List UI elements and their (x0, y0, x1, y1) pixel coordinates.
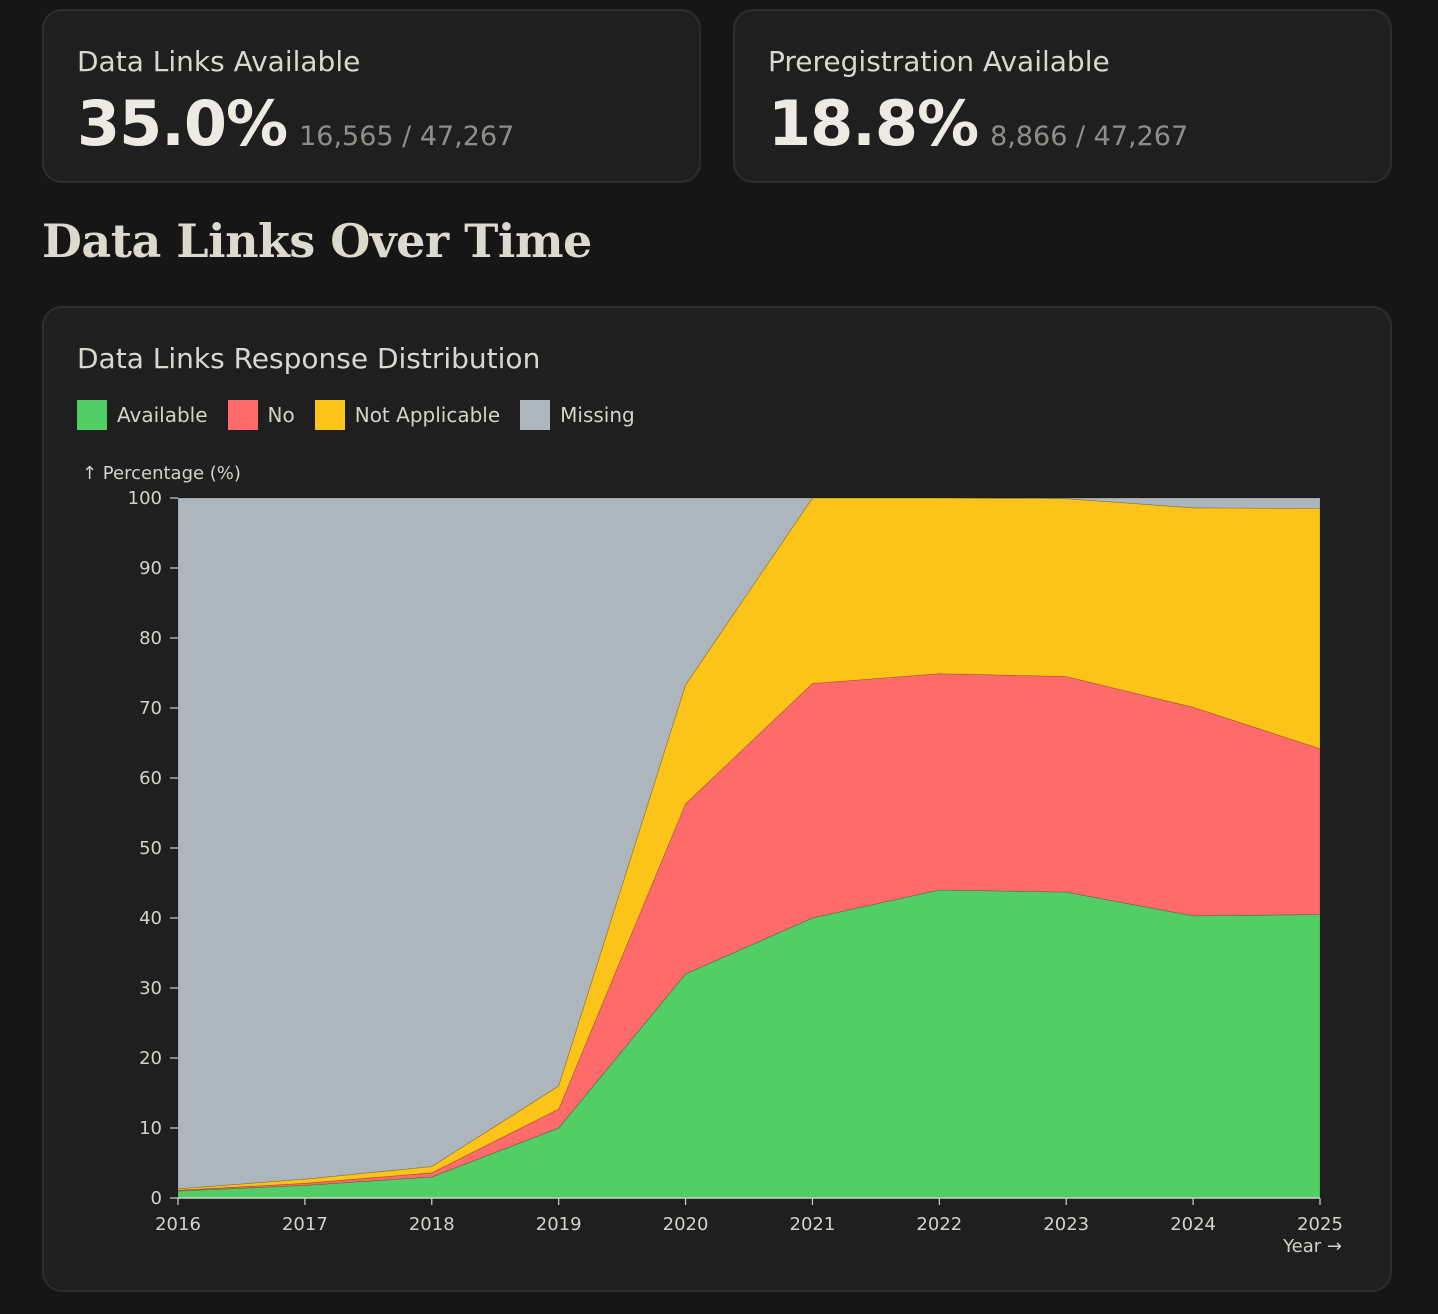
legend-label: Not Applicable (354, 403, 501, 427)
x-tick-label: 2024 (1170, 1214, 1216, 1235)
y-tick-label: 10 (139, 1118, 162, 1139)
y-tick-label: 100 (128, 488, 162, 509)
stat-row: 18.8% 8,866 / 47,267 (768, 87, 1188, 160)
stat-value: 18.8% (768, 87, 979, 160)
x-tick-label: 2022 (916, 1214, 962, 1235)
y-tick-label: 60 (139, 768, 162, 789)
x-tick-label: 2016 (155, 1214, 201, 1235)
x-tick-label: 2020 (663, 1214, 709, 1235)
stat-value: 35.0% (77, 87, 288, 160)
area-no (177, 673, 1321, 1192)
legend-swatch (227, 400, 258, 430)
y-tick-label: 30 (139, 978, 162, 999)
stat-row: 35.0% 16,565 / 47,267 (77, 87, 514, 160)
x-tick-label: 2021 (790, 1214, 836, 1235)
y-tick-label: 0 (151, 1188, 162, 1209)
stat-label: Data Links Available (77, 45, 361, 78)
legend-label: Available (117, 403, 208, 427)
legend-item: Not Applicable (314, 400, 501, 430)
y-tick-label: 90 (139, 558, 162, 579)
chart-plot: 0 10 20 30 40 50 60 70 80 90 100 2016 2017 2018 2019 20… (82, 463, 1343, 1257)
legend-item: No (227, 400, 295, 430)
chart-card: Data Links Response Distribution Availab… (42, 306, 1392, 1292)
preregistration-stat-card: Preregistration Available 18.8% 8,866 / … (733, 9, 1392, 183)
legend-item: Missing (520, 400, 635, 430)
x-tick-label: 2023 (1043, 1214, 1089, 1235)
y-tick-label: 80 (139, 628, 162, 649)
stat-detail: 16,565 / 47,267 (299, 121, 515, 152)
legend-swatch (520, 400, 551, 430)
x-tick-label: 2018 (409, 1214, 455, 1235)
y-tick-label: 70 (139, 698, 162, 719)
y-tick-label: 20 (139, 1048, 162, 1069)
legend-label: No (267, 403, 295, 427)
legend-swatch (314, 400, 345, 430)
x-tick-label: 2025 (1297, 1214, 1343, 1235)
legend-swatch (77, 400, 107, 430)
x-tick-label: 2019 (536, 1214, 582, 1235)
y-tick-label: 50 (139, 838, 162, 859)
x-tick-label: 2017 (282, 1214, 328, 1235)
x-axis-label: Year → (1282, 1236, 1342, 1257)
chart-title: Data Links Response Distribution (77, 342, 541, 375)
legend-label: Missing (560, 403, 635, 427)
legend-item: Available (77, 400, 208, 430)
area-missing (177, 497, 1321, 1190)
section-title: Data Links Over Time (42, 214, 592, 268)
y-axis-label: ↑ Percentage (%) (82, 463, 241, 484)
stat-detail: 8,866 / 47,267 (990, 121, 1189, 152)
data-links-stat-card: Data Links Available 35.0% 16,565 / 47,2… (42, 9, 701, 183)
area-not-applicable (177, 497, 1321, 1191)
stat-label: Preregistration Available (768, 45, 1110, 78)
y-tick-label: 40 (139, 908, 162, 929)
chart-legend: Available No Not Applicable Missing (77, 400, 655, 430)
